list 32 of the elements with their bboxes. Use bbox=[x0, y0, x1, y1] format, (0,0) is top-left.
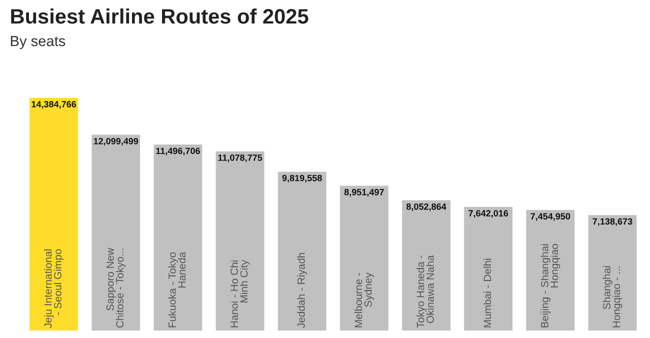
chart-title: Busiest Airline Routes of 2025 bbox=[11, 8, 308, 24]
x-tick-label: Shanghai Hongqiao - ... bbox=[602, 266, 622, 328]
data-label: 12,099,499 bbox=[94, 138, 138, 146]
bar bbox=[154, 144, 202, 331]
x-tick-label: Tokyo Haneda - Okinawa Naha bbox=[416, 255, 434, 328]
data-label: 7,138,673 bbox=[592, 218, 632, 226]
data-label: 11,078,775 bbox=[218, 154, 262, 162]
x-tick-label: Sapporo New Chitose - Tokyo... bbox=[106, 248, 126, 328]
bar bbox=[402, 200, 450, 331]
x-tick-label: Mumbai - Delhi bbox=[483, 258, 492, 328]
data-label: 9,819,558 bbox=[282, 174, 322, 183]
data-label: 11,496,706 bbox=[156, 148, 200, 156]
chart-subtitle: By seats bbox=[10, 36, 66, 50]
x-tick-label: Fukuoka - Tokyo Haneda bbox=[168, 252, 186, 328]
x-tick-label: Jeddah - Riyadh bbox=[297, 252, 307, 328]
bar bbox=[278, 172, 326, 331]
x-tick-label: Beijing - Shanghai Hongqiao bbox=[540, 244, 560, 328]
bar bbox=[588, 215, 637, 331]
bar bbox=[526, 210, 575, 331]
bar bbox=[30, 98, 78, 331]
data-label: 7,454,950 bbox=[530, 213, 570, 221]
bar bbox=[92, 134, 140, 331]
data-label: 8,951,497 bbox=[344, 188, 384, 197]
x-tick-label: Jeju International - Seoul Gimpo bbox=[44, 249, 64, 328]
bar bbox=[464, 206, 513, 331]
data-label: 8,052,864 bbox=[406, 203, 446, 212]
x-tick-label: Hanoi - Ho Chi Minh City bbox=[230, 260, 250, 328]
bar bbox=[216, 151, 264, 331]
data-label: 14,384,766 bbox=[32, 101, 76, 109]
x-tick-label: Melbourne - Sydney bbox=[354, 272, 374, 328]
bar bbox=[340, 186, 388, 331]
data-label: 7,642,016 bbox=[468, 210, 508, 218]
